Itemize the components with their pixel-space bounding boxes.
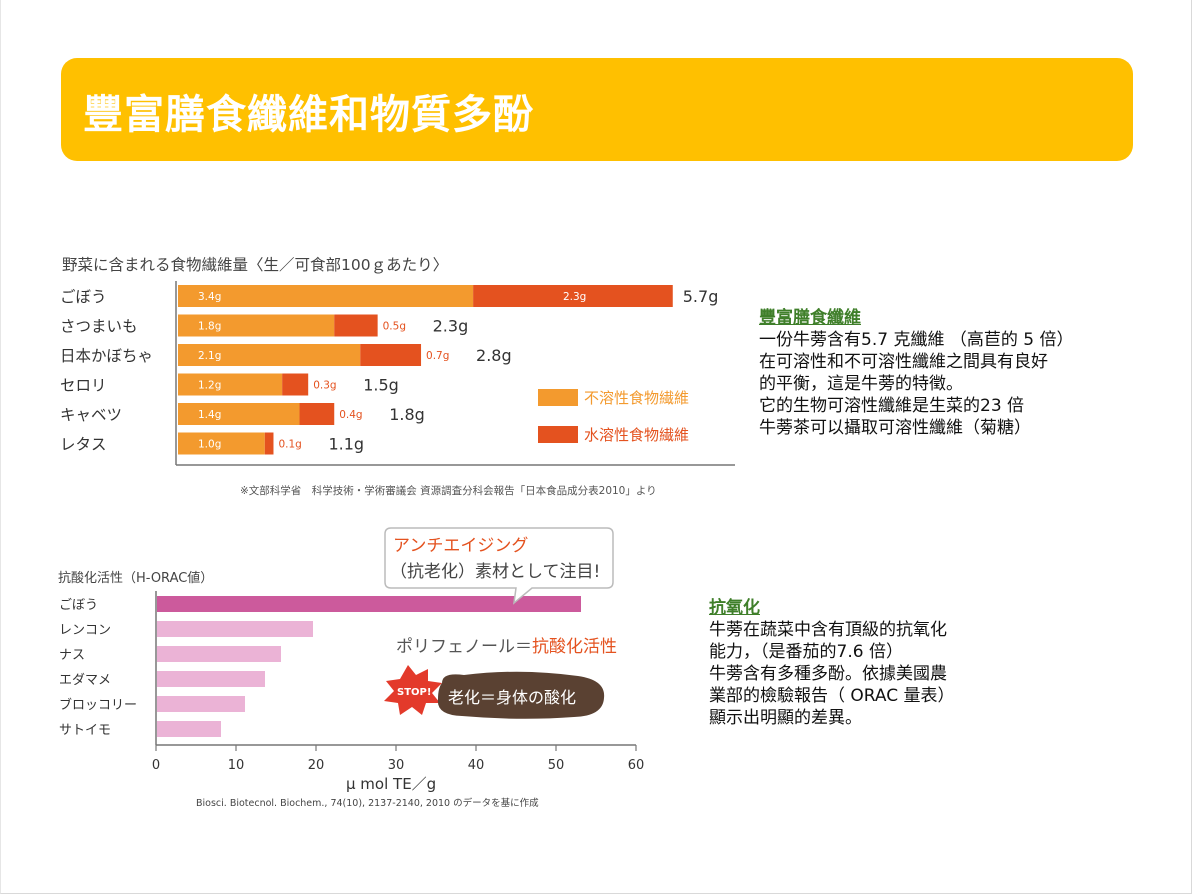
orac-category-label: ブロッコリー — [59, 697, 137, 713]
orac-x-tick-label: 0 — [152, 758, 160, 773]
orac-bar — [157, 721, 221, 737]
bubble-line2: （抗老化）素材として注目! — [390, 562, 600, 582]
fiber-text-block: 豐富膳食纖維 一份牛蒡含有5.7 克纖維 （高苣的 5 倍） 在可溶性和不可溶性… — [759, 307, 1073, 439]
orac-chart-title: 抗酸化活性（H-ORAC値） — [58, 570, 213, 586]
fiber-text-line: 牛蒡茶可以攝取可溶性纖維（菊糖） — [759, 418, 1031, 438]
fiber-insoluble-label: 1.0g — [198, 439, 221, 451]
fiber-category-label: レタス — [60, 436, 107, 454]
orac-x-tick-label: 20 — [308, 758, 325, 773]
fiber-total-label: 1.8g — [389, 405, 425, 424]
legend-insoluble-swatch — [538, 389, 578, 406]
orac-x-tick-label: 10 — [228, 758, 245, 773]
antiox-text-line: 牛蒡在蔬菜中含有頂級的抗氧化 — [709, 620, 947, 640]
fiber-category-label: さつまいも — [60, 318, 138, 336]
fiber-bar-insoluble — [178, 373, 283, 396]
fiber-soluble-label: 0.1g — [278, 439, 301, 451]
fiber-bar-soluble — [282, 373, 309, 396]
fiber-bar-soluble — [264, 432, 274, 455]
orac-x-tick-label: 30 — [388, 758, 405, 773]
fiber-bar-insoluble — [178, 285, 474, 307]
orac-bar — [157, 696, 245, 712]
fiber-text-line: 一份牛蒡含有5.7 克纖維 （高苣的 5 倍） — [759, 330, 1074, 350]
polyphenol-line: ポリフェノール＝抗酸化活性 — [396, 637, 617, 657]
bubble-line1: アンチエイジング — [393, 536, 528, 556]
fiber-bar-insoluble — [178, 344, 361, 366]
fiber-category-label: 日本かぼちゃ — [60, 347, 153, 365]
fiber-insoluble-label: 1.8g — [198, 321, 221, 333]
orac-category-label: レンコン — [59, 623, 111, 638]
fiber-insoluble-label: 3.4g — [198, 291, 221, 303]
fiber-soluble-label: 0.3g — [313, 380, 336, 392]
title-banner: 豐富膳食纖維和物質多酚 — [61, 58, 1133, 161]
fiber-bar-insoluble — [178, 403, 300, 425]
fiber-insoluble-label: 1.4g — [198, 409, 221, 421]
fiber-bar-insoluble — [178, 432, 265, 455]
orac-source: Biosci. Biotecnol. Biochem., 74(10), 213… — [196, 797, 539, 809]
fiber-soluble-label: 0.7g — [426, 350, 449, 362]
fiber-soluble-label: 0.4g — [339, 409, 362, 421]
stop-burst: STOP! — [384, 665, 442, 715]
orac-x-tick-label: 40 — [468, 758, 485, 773]
polyphenol-prefix: ポリフェノール＝ — [396, 637, 532, 657]
orac-bar — [157, 596, 581, 612]
antiox-text-line: 能力，（是番茄的7.6 倍） — [709, 642, 903, 662]
fiber-bar-insoluble — [178, 314, 335, 337]
orac-bar — [157, 671, 265, 687]
fiber-soluble-label: 0.5g — [383, 321, 406, 333]
polyphenol-highlight: 抗酸化活性 — [532, 637, 617, 657]
fiber-insoluble-label: 1.2g — [198, 380, 221, 392]
fiber-text-line: 的平衡，這是牛蒡的特徵。 — [759, 374, 963, 394]
slide-title: 豐富膳食纖維和物質多酚 — [83, 92, 534, 138]
anti-aging-bubble: アンチエイジング （抗老化）素材として注目! — [384, 527, 614, 605]
fiber-source: ※文部科学省 科学技術・学術審議会 資源調査分科会報告「日本食品成分表2010」… — [240, 484, 657, 497]
fiber-insoluble-label: 2.1g — [198, 350, 221, 362]
legend-soluble-swatch — [538, 426, 578, 443]
fiber-bar-soluble — [360, 344, 422, 366]
fiber-text-line: 在可溶性和不可溶性纖維之間具有良好 — [759, 352, 1048, 372]
fiber-chart-title: 野菜に含まれる食物繊維量〈生／可食部100ｇあたり〉 — [62, 256, 448, 274]
antiox-text-block: 抗氧化 牛蒡在蔬菜中含有頂級的抗氧化 能力，（是番茄的7.6 倍） 牛蒡含有多種… — [709, 597, 955, 729]
stop-label: STOP! — [397, 687, 431, 698]
cloud-text: 老化＝身体の酸化 — [448, 688, 576, 707]
orac-bar — [157, 621, 313, 637]
antiox-text-line: 牛蒡含有多種多酚。依據美國農 — [709, 664, 947, 684]
legend-insoluble-label: 不溶性食物繊維 — [584, 389, 689, 407]
orac-category-label: ナス — [59, 648, 85, 663]
fiber-total-label: 5.7g — [683, 287, 719, 306]
aging-cloud: 老化＝身体の酸化 — [437, 671, 605, 719]
orac-x-tick-label: 60 — [628, 758, 645, 773]
fiber-category-label: キャベツ — [60, 406, 122, 424]
fiber-total-label: 1.5g — [363, 376, 399, 395]
fiber-bar-soluble — [299, 403, 335, 425]
fiber-soluble-label: 2.3g — [563, 291, 586, 303]
orac-category-label: ごぼう — [59, 597, 98, 613]
fiber-category-label: セロリ — [60, 377, 107, 395]
fiber-total-label: 1.1g — [328, 435, 364, 454]
antiox-text-heading: 抗氧化 — [709, 598, 760, 618]
fiber-category-label: ごぼう — [60, 288, 107, 306]
antiox-text-line: 顯示出明顯的差異。 — [709, 708, 862, 728]
orac-x-tick-label: 50 — [548, 758, 565, 773]
fiber-total-label: 2.3g — [433, 317, 469, 336]
legend-soluble-label: 水溶性食物繊維 — [584, 426, 689, 444]
antiox-text-line: 業部的檢驗報告（ ORAC 量表） — [709, 686, 955, 706]
fiber-bar-soluble — [334, 314, 378, 337]
fiber-chart: 野菜に含まれる食物繊維量〈生／可食部100ｇあたり〉 ごぼう 3.4g 2.3g 5.… — [60, 256, 735, 497]
orac-x-label: μ mol TE／g — [346, 775, 436, 793]
fiber-total-label: 2.8g — [476, 346, 512, 365]
fiber-text-heading: 豐富膳食纖維 — [759, 308, 861, 328]
fiber-text-line: 它的生物可溶性纖維是生菜的23 倍 — [759, 396, 1025, 416]
orac-category-label: サトイモ — [59, 723, 111, 738]
fiber-bar-soluble — [473, 285, 673, 307]
orac-bar — [157, 646, 281, 662]
orac-category-label: エダマメ — [59, 673, 111, 688]
